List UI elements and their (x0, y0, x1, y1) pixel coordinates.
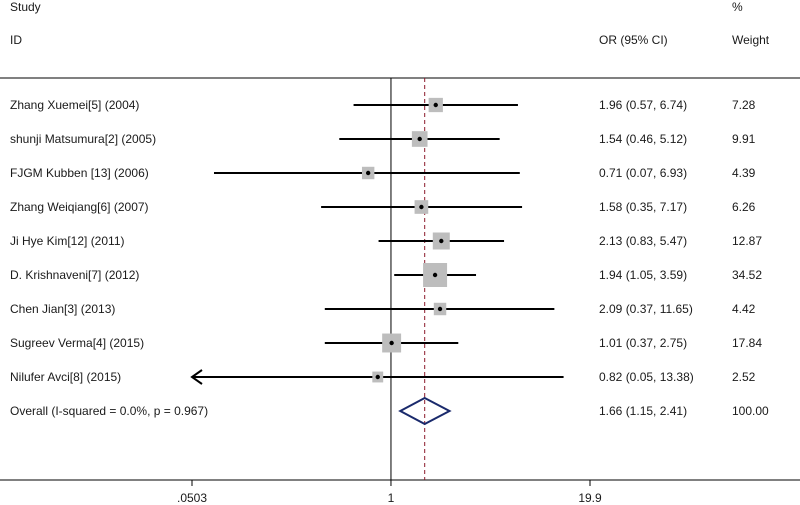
study-label: D. Krishnaveni[7] (2012) (10, 268, 140, 282)
study-weight: 12.87 (732, 234, 763, 248)
or-ci-header: OR (95% CI) (599, 33, 668, 47)
point-estimate (417, 136, 422, 142)
percent-header: % (732, 0, 743, 14)
study-weight: 9.91 (732, 132, 756, 146)
weight-header: Weight (732, 33, 770, 47)
study-or-ci: 0.82 (0.05, 13.38) (599, 370, 694, 384)
study-or-ci: 2.09 (0.37, 11.65) (599, 302, 693, 316)
study-or-ci: 1.96 (0.57, 6.74) (599, 98, 688, 112)
study-weight: 2.52 (732, 370, 756, 384)
point-estimate (433, 102, 438, 108)
study-label: Sugreev Verma[4] (2015) (10, 336, 145, 350)
x-tick-label: 19.9 (578, 491, 602, 505)
x-tick-label: 1 (388, 491, 395, 505)
study-or-ci: 2.13 (0.83, 5.47) (599, 234, 688, 248)
point-estimate (432, 272, 438, 278)
study-label: Zhang Weiqiang[6] (2007) (10, 200, 149, 214)
study-weight: 6.26 (732, 200, 756, 214)
study-header: Study (10, 0, 41, 14)
study-label: FJGM Kubben [13] (2006) (10, 166, 149, 180)
x-tick-label: .0503 (177, 491, 207, 505)
id-header: ID (10, 33, 22, 47)
study-label: Nilufer Avci[8] (2015) (10, 370, 122, 384)
study-or-ci: 1.01 (0.37, 2.75) (599, 336, 688, 350)
study-weight: 7.28 (732, 98, 756, 112)
study-weight: 17.84 (732, 336, 763, 350)
study-label: Ji Hye Kim[12] (2011) (10, 234, 125, 248)
ci-arrow (190, 369, 203, 385)
point-estimate (419, 204, 424, 210)
study-or-ci: 1.94 (1.05, 3.59) (599, 268, 688, 282)
point-estimate (389, 340, 394, 346)
overall-or-ci: 1.66 (1.15, 2.41) (599, 404, 688, 418)
point-estimate (439, 238, 444, 244)
study-weight: 4.39 (732, 166, 756, 180)
study-or-ci: 0.71 (0.07, 6.93) (599, 166, 688, 180)
study-weight: 4.42 (732, 302, 756, 316)
study-weight: 34.52 (732, 268, 763, 282)
point-estimate (437, 306, 443, 312)
study-label: Chen Jian[3] (2013) (10, 302, 116, 316)
study-or-ci: 1.58 (0.35, 7.17) (599, 200, 688, 214)
overall-weight: 100.00 (732, 404, 769, 418)
overall-label: Overall (I-squared = 0.0%, p = 0.967) (10, 404, 209, 418)
point-estimate (375, 374, 380, 380)
study-label: Zhang Xuemei[5] (2004) (10, 98, 140, 112)
point-estimate (365, 170, 371, 176)
study-or-ci: 1.54 (0.46, 5.12) (599, 132, 688, 146)
overall-diamond (398, 396, 452, 426)
study-label: shunji Matsumura[2] (2005) (10, 132, 157, 146)
